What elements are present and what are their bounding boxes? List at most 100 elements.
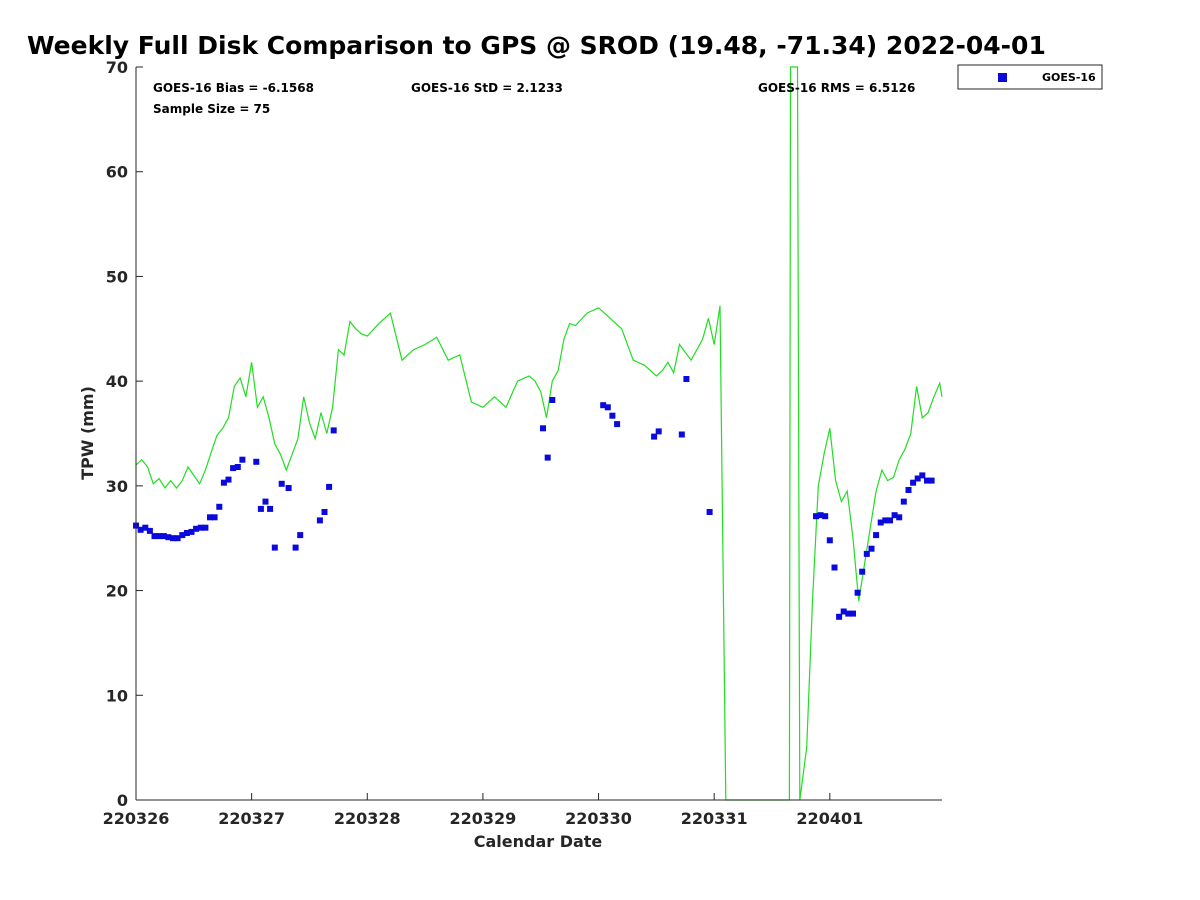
x-axis-label: Calendar Date xyxy=(474,832,603,851)
y-tick-label: 60 xyxy=(106,163,128,182)
goes-16-point xyxy=(540,425,546,432)
goes-16-point xyxy=(160,533,167,540)
goes-16-point xyxy=(179,532,186,539)
y-tick-label: 70 xyxy=(106,58,128,77)
goes-16-point xyxy=(831,564,838,571)
goes-16-point xyxy=(882,517,889,524)
goes-16-point xyxy=(928,477,935,484)
goes-series xyxy=(133,376,935,620)
goes-16-point xyxy=(216,503,223,510)
goes-16-point xyxy=(614,421,621,428)
goes-16-point xyxy=(156,533,163,540)
goes-16-point xyxy=(850,610,856,617)
goes-16-point xyxy=(257,505,264,512)
axes xyxy=(135,67,942,801)
goes-16-point xyxy=(854,589,861,596)
goes-16-point xyxy=(262,498,269,505)
std-stat: GOES-16 StD = 2.1233 xyxy=(411,81,563,95)
goes-16-point xyxy=(914,475,921,482)
goes-16-point xyxy=(234,464,241,470)
y-ticks: 0 10 20 30 40 50 60 70 xyxy=(106,58,143,810)
goes-16-point xyxy=(207,514,213,521)
goes-16-point xyxy=(285,485,292,491)
x-tick-label: 220330 xyxy=(565,809,632,828)
y-tick-label: 20 xyxy=(106,582,128,601)
y-tick-label: 0 xyxy=(117,791,128,810)
legend-marker-goes-16 xyxy=(998,73,1007,82)
goes-16-point xyxy=(910,479,917,486)
goes-16-point xyxy=(239,456,246,463)
bias-stat: GOES-16 Bias = -6.1568 xyxy=(153,81,314,95)
goes-16-point xyxy=(165,534,172,541)
goes-16-point xyxy=(211,514,218,521)
goes-16-point xyxy=(651,433,658,440)
goes-16-point xyxy=(896,514,903,521)
goes-16-point xyxy=(142,524,149,531)
goes-16-point xyxy=(604,404,611,411)
goes-16-point xyxy=(868,545,875,552)
goes-16-point xyxy=(817,512,824,519)
goes-16-point xyxy=(891,512,898,519)
legend: GOES-16 xyxy=(957,64,1103,90)
goes-16-point xyxy=(655,428,662,435)
legend-box xyxy=(957,64,1103,90)
goes-16-point xyxy=(873,532,880,539)
goes-16-point xyxy=(706,509,713,515)
gps-series xyxy=(135,66,943,801)
sample-size-stat: Sample Size = 75 xyxy=(153,102,270,116)
goes-16-point xyxy=(316,517,323,524)
plot-area xyxy=(136,67,942,800)
goes-16-point xyxy=(549,397,556,403)
goes-16-point xyxy=(840,608,847,615)
goes-16-point xyxy=(924,477,930,484)
goes-16-point xyxy=(330,427,337,434)
goes-16-point xyxy=(919,472,926,479)
goes-16-point xyxy=(683,376,690,382)
goes-16-point xyxy=(278,480,285,487)
x-tick-label: 220326 xyxy=(103,809,170,828)
goes-16-point xyxy=(859,568,866,575)
goes-16-point xyxy=(321,509,328,515)
goes-16-point xyxy=(230,465,237,472)
goes-16-point xyxy=(271,544,278,551)
goes-16-point xyxy=(146,527,153,534)
goes-16-point xyxy=(220,479,227,486)
y-tick-label: 40 xyxy=(106,372,128,391)
goes-16-point xyxy=(836,613,843,620)
goes-16-point xyxy=(905,487,912,493)
goes-16-point xyxy=(900,498,907,505)
y-tick-label: 30 xyxy=(106,477,128,496)
goes-16-point xyxy=(253,458,260,465)
y-tick-label: 50 xyxy=(106,267,128,286)
goes-16-point xyxy=(544,454,551,461)
goes-16-point xyxy=(174,535,181,542)
rms-stat: GOES-16 RMS = 6.5126 xyxy=(758,81,915,95)
chart-title: Weekly Full Disk Comparison to GPS @ SRO… xyxy=(27,31,1046,60)
goes-16-point xyxy=(297,532,304,539)
y-tick-label: 10 xyxy=(106,686,128,705)
goes-16-point xyxy=(183,530,190,536)
x-tick-label: 220331 xyxy=(681,809,748,828)
goes-16-point xyxy=(600,402,607,409)
x-ticks: 220326 220327 220328 220329 220330 220331 2204… xyxy=(103,793,863,828)
goes-16-point xyxy=(678,431,685,438)
goes-16-point xyxy=(609,412,616,419)
y-axis-label: TPW (mm) xyxy=(78,386,97,480)
goes-16-point xyxy=(822,513,829,520)
goes-16-point xyxy=(202,524,209,531)
goes-16-point xyxy=(826,537,833,544)
x-tick-label: 220327 xyxy=(218,809,285,828)
x-tick-label: 220329 xyxy=(450,809,517,828)
goes-16-point xyxy=(877,519,884,526)
goes-16-point xyxy=(170,535,176,542)
goes-16-point xyxy=(137,526,144,533)
legend-label-goes-16: GOES-16 xyxy=(1042,71,1096,84)
goes-16-point xyxy=(326,483,333,490)
goes-16-point xyxy=(225,476,232,483)
goes-16-point xyxy=(863,550,870,557)
goes-16-point xyxy=(193,525,200,532)
goes-16-point xyxy=(845,610,852,617)
goes-16-point xyxy=(887,517,893,524)
gps-line xyxy=(135,66,943,801)
